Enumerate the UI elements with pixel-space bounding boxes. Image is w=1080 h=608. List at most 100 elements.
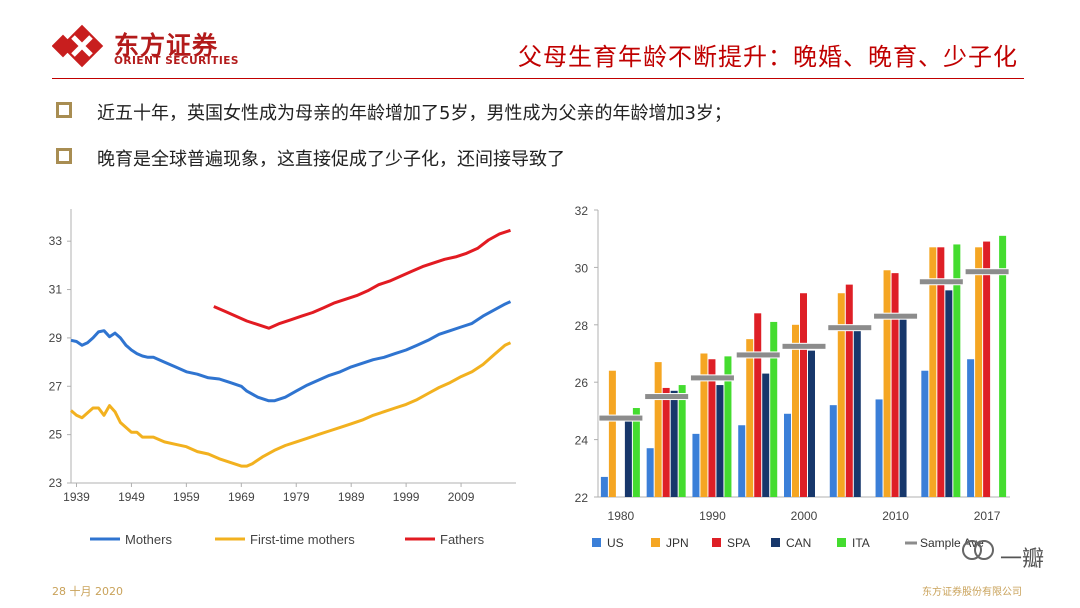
sample-average-marker-2017 bbox=[964, 268, 1010, 276]
x-tick-label: 1939 bbox=[63, 490, 90, 504]
legend-label: First-time mothers bbox=[250, 532, 355, 547]
bar-us-1980 bbox=[600, 476, 608, 497]
bar-spa-2000 bbox=[800, 293, 807, 497]
x-tick-label: 1949 bbox=[118, 490, 145, 504]
bar-ita-1985 bbox=[678, 385, 686, 497]
parent-age-line-chart: 23 25 27 29 31 33 1939 1949 1959 1969 1979 1989 1999… bbox=[49, 209, 516, 547]
bar-can-2005 bbox=[853, 327, 861, 497]
bar-us-2015 bbox=[921, 370, 929, 497]
bar-jpn-2015 bbox=[929, 247, 937, 497]
sample-average-marker-1980 bbox=[598, 414, 644, 422]
title-underline bbox=[52, 78, 1024, 79]
x-tick-label: 1980 bbox=[608, 509, 635, 523]
y-tick-label: 30 bbox=[575, 261, 589, 275]
bullet-square-icon bbox=[56, 148, 72, 164]
bar-can-2015 bbox=[945, 290, 953, 497]
x-tick-label: 1959 bbox=[173, 490, 200, 504]
bar-ita-1990 bbox=[724, 356, 732, 497]
x-tick-label: 1999 bbox=[393, 490, 420, 504]
bar-us-2017 bbox=[967, 359, 975, 497]
sample-average-marker-1985 bbox=[644, 393, 690, 401]
sample-average-marker-2000 bbox=[781, 342, 827, 350]
y-tick-label: 26 bbox=[575, 376, 589, 390]
logo-english-name: ORIENT SECURITIES bbox=[114, 55, 239, 67]
watermark-icon bbox=[958, 535, 998, 569]
x-tick-label: 1969 bbox=[228, 490, 255, 504]
bar-jpn-2010 bbox=[883, 270, 891, 497]
bar-jpn-1980 bbox=[608, 370, 616, 497]
company-logo: 东方证券 ORIENT SECURITIES bbox=[51, 24, 292, 68]
y-tick-label: 33 bbox=[49, 234, 63, 248]
page-title: 父母生育年龄不断提升：晚婚、晚育、少子化 bbox=[518, 43, 1018, 71]
logo-chinese-name: 东方证券 bbox=[114, 31, 219, 60]
x-tick-label: 2009 bbox=[448, 490, 475, 504]
x-tick-label: 1979 bbox=[283, 490, 310, 504]
watermark-text: 一瓣 bbox=[1000, 547, 1045, 572]
bar-ita-2015 bbox=[953, 244, 961, 497]
bar-can-1995 bbox=[762, 373, 770, 497]
bar-us-1990 bbox=[692, 433, 700, 497]
legend-swatch bbox=[712, 538, 721, 547]
x-tick-label: 2000 bbox=[791, 509, 818, 523]
legend-label: ITA bbox=[852, 536, 870, 550]
bullet-text-1: 近五十年，英国女性成为母亲的年龄增加了5岁，男性成为父亲的年龄增加3岁； bbox=[97, 103, 732, 124]
bar-can-2000 bbox=[808, 350, 815, 497]
legend-swatch bbox=[837, 538, 846, 547]
legend-label: Mothers bbox=[125, 532, 172, 547]
x-tick-label: 1990 bbox=[699, 509, 726, 523]
sample-average-marker-2005 bbox=[827, 324, 873, 332]
bullet-square-icon bbox=[56, 102, 72, 118]
diamond-logo-icon bbox=[51, 24, 104, 68]
series-line-first-time-mothers bbox=[70, 341, 512, 468]
y-tick-label: 22 bbox=[575, 491, 589, 505]
bar-spa-2015 bbox=[937, 247, 945, 497]
sample-average-marker-1995 bbox=[735, 351, 781, 359]
legend-label: CAN bbox=[786, 536, 811, 550]
bar-us-2010 bbox=[875, 399, 883, 497]
legend-swatch bbox=[592, 538, 601, 547]
footer-date: 28 十月 2020 bbox=[52, 585, 123, 598]
bar-jpn-1985 bbox=[654, 362, 662, 497]
bar-can-1985 bbox=[670, 390, 678, 497]
legend-swatch bbox=[651, 538, 660, 547]
footer-company: 东方证券股份有限公司 bbox=[922, 587, 1022, 598]
bar-spa-2005 bbox=[845, 284, 853, 497]
bar-jpn-1990 bbox=[700, 353, 708, 497]
bar-jpn-2005 bbox=[837, 293, 845, 497]
legend-label: SPA bbox=[727, 536, 750, 550]
bar-us-1985 bbox=[646, 448, 654, 497]
bar-ita-2017 bbox=[999, 235, 1007, 497]
y-tick-label: 25 bbox=[49, 428, 63, 442]
legend-swatch bbox=[771, 538, 780, 547]
bar-spa-2017 bbox=[983, 241, 991, 497]
bar-jpn-2017 bbox=[975, 247, 983, 497]
y-tick-label: 31 bbox=[49, 283, 63, 297]
bar-can-1990 bbox=[716, 385, 724, 497]
series-line-fathers bbox=[213, 228, 511, 330]
series-line-mothers bbox=[70, 300, 512, 403]
y-tick-label: 28 bbox=[575, 319, 589, 333]
bar-can-1980 bbox=[624, 416, 632, 497]
y-tick-label: 29 bbox=[49, 331, 63, 345]
legend-label: JPN bbox=[666, 536, 689, 550]
sample-average-marker-1990 bbox=[689, 374, 735, 382]
bar-spa-1990 bbox=[708, 359, 716, 497]
y-tick-label: 27 bbox=[49, 379, 63, 393]
bullet-text-2: 晚育是全球普遍现象，这直接促成了少子化，还间接导致了 bbox=[97, 149, 565, 170]
x-tick-label: 1989 bbox=[338, 490, 365, 504]
legend-label: US bbox=[607, 536, 624, 550]
bar-us-2000 bbox=[784, 413, 791, 497]
y-tick-label: 24 bbox=[575, 434, 589, 448]
sample-average-marker-2015 bbox=[918, 278, 964, 286]
bar-spa-1995 bbox=[754, 313, 762, 497]
bar-spa-2010 bbox=[891, 273, 899, 497]
x-tick-label: 2017 bbox=[974, 509, 1001, 523]
bar-us-1995 bbox=[738, 425, 746, 497]
x-tick-label: 2010 bbox=[882, 509, 909, 523]
bar-can-2010 bbox=[899, 313, 907, 497]
bar-us-2005 bbox=[829, 405, 837, 497]
legend-label: Fathers bbox=[440, 532, 485, 547]
bar-jpn-2000 bbox=[792, 324, 799, 497]
legend-label: Sample Ave bbox=[920, 536, 984, 550]
bar-ita-1995 bbox=[770, 321, 778, 497]
